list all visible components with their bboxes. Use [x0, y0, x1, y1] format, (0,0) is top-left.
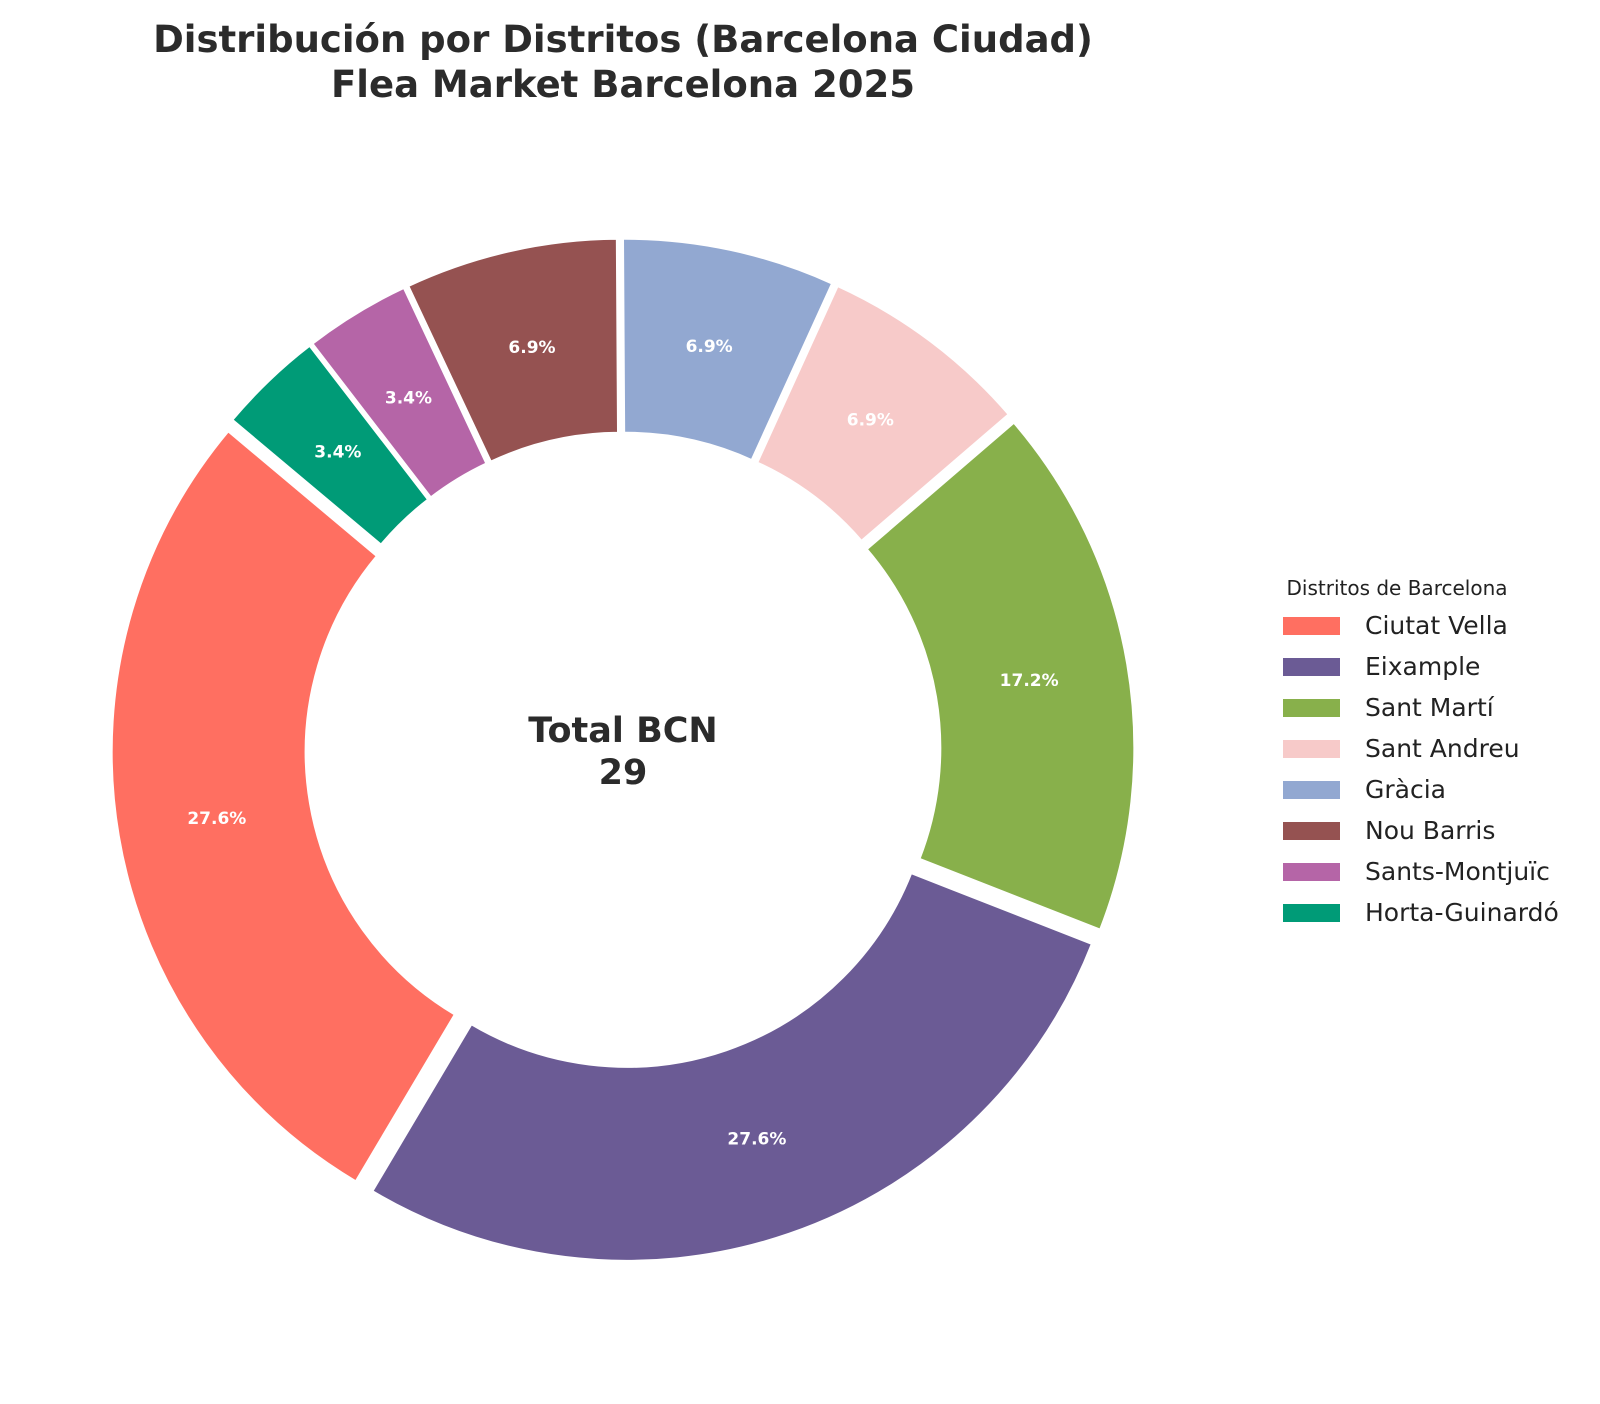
- slice-label: 27.6%: [187, 809, 246, 829]
- legend-label: Sant Martí: [1365, 693, 1495, 722]
- legend: Ciutat Vella Eixample Sant Martí Sant Andre…: [1283, 611, 1559, 927]
- slice-gr-cia: [620, 236, 835, 463]
- legend-label: Sants-Montjuïc: [1365, 857, 1550, 886]
- slice-ciutat-vella: [109, 428, 458, 1185]
- legend-swatch: [1283, 617, 1340, 635]
- center-label-title: Total BCN: [528, 711, 717, 751]
- chart-title-line-1: Distribución por Distritos (Barcelona Ci…: [153, 18, 1093, 61]
- legend-swatch: [1283, 740, 1340, 758]
- slice-label: 6.9%: [508, 338, 555, 358]
- legend-swatch: [1283, 781, 1340, 799]
- legend-label: Sant Andreu: [1365, 734, 1520, 763]
- legend-title: Distritos de Barcelona: [1287, 576, 1508, 600]
- slice-label: 6.9%: [847, 411, 894, 431]
- legend-swatch: [1283, 658, 1340, 676]
- chart-title-line-2: Flea Market Barcelona 2025: [331, 63, 915, 106]
- legend-label: Nou Barris: [1365, 816, 1495, 845]
- legend-swatch: [1283, 822, 1340, 840]
- slice-eixample: [369, 870, 1095, 1263]
- legend-label: Horta-Guinardó: [1365, 898, 1559, 927]
- slice-horta-guinard-: [229, 343, 431, 548]
- slice-sant-andreu: [754, 283, 1012, 544]
- slice-sants-montju-c: [309, 285, 490, 501]
- legend-label: Gràcia: [1365, 775, 1446, 804]
- legend-swatch: [1283, 904, 1340, 922]
- slice-label: 27.6%: [727, 1130, 786, 1150]
- slice-label: 3.4%: [314, 443, 361, 463]
- slice-label: 6.9%: [686, 337, 733, 357]
- legend-swatch: [1283, 863, 1340, 881]
- center-label-total: 29: [599, 753, 648, 793]
- legend-label: Eixample: [1365, 652, 1480, 681]
- legend-swatch: [1283, 699, 1340, 717]
- slice-sant-mart-: [863, 419, 1137, 933]
- slice-label: 3.4%: [385, 388, 432, 408]
- slice-label: 17.2%: [1000, 671, 1059, 691]
- legend-label: Ciutat Vella: [1365, 611, 1508, 640]
- slice-nou-barris: [405, 236, 621, 465]
